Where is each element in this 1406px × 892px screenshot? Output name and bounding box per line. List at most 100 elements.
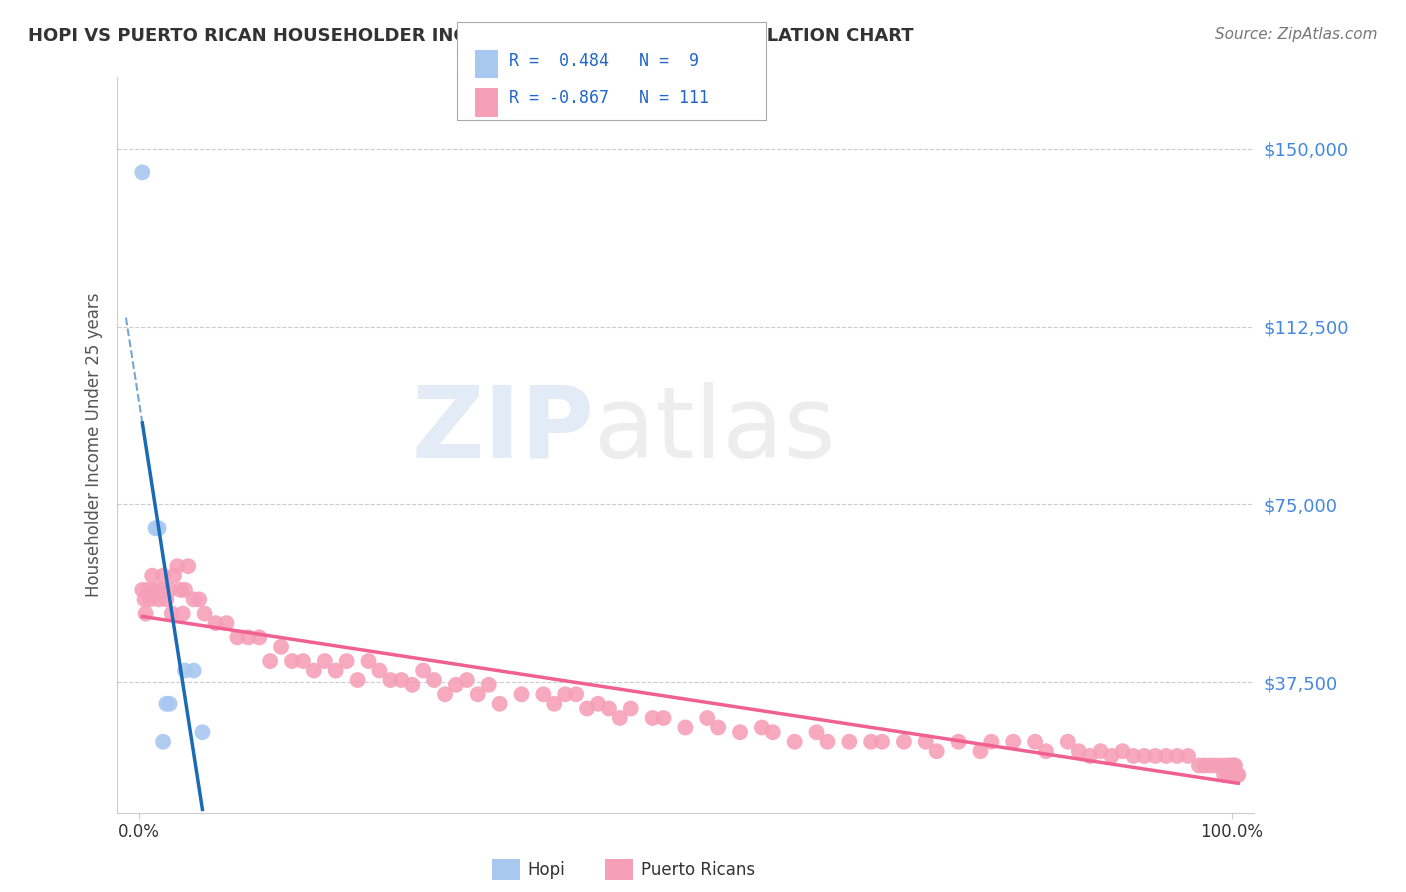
Point xyxy=(145,521,167,535)
Point xyxy=(1219,758,1241,772)
Point xyxy=(177,559,200,574)
Point xyxy=(1111,744,1133,758)
Point xyxy=(149,582,172,597)
Point xyxy=(136,582,159,597)
Point xyxy=(488,697,510,711)
Point xyxy=(652,711,675,725)
Point xyxy=(1101,748,1123,763)
Point xyxy=(152,735,174,749)
Point xyxy=(238,631,260,645)
Point xyxy=(586,697,609,711)
Point xyxy=(380,673,402,687)
Point xyxy=(806,725,828,739)
Point xyxy=(174,582,197,597)
Point xyxy=(696,711,718,725)
Y-axis label: Householder Income Under 25 years: Householder Income Under 25 years xyxy=(86,293,103,598)
Point xyxy=(1024,735,1046,749)
Point xyxy=(1177,748,1199,763)
Point xyxy=(1227,768,1250,782)
Point xyxy=(467,687,489,701)
Point xyxy=(191,725,214,739)
Point xyxy=(510,687,533,701)
Point xyxy=(172,607,194,621)
Point xyxy=(1223,768,1246,782)
Point xyxy=(204,616,226,631)
Point xyxy=(1056,735,1078,749)
Point xyxy=(188,592,211,607)
Point xyxy=(531,687,554,701)
Text: Hopi: Hopi xyxy=(527,861,565,879)
Point xyxy=(707,721,730,735)
Point xyxy=(259,654,281,668)
Point xyxy=(1133,748,1156,763)
Point xyxy=(456,673,478,687)
Text: Puerto Ricans: Puerto Ricans xyxy=(641,861,755,879)
Text: ZIP: ZIP xyxy=(412,382,595,479)
Point xyxy=(914,735,936,749)
Point xyxy=(183,592,205,607)
Point xyxy=(155,697,177,711)
Point xyxy=(762,725,785,739)
Point xyxy=(751,721,773,735)
Point xyxy=(155,592,177,607)
Point xyxy=(1166,748,1188,763)
Point xyxy=(1225,768,1247,782)
Point xyxy=(1204,758,1226,772)
Point xyxy=(554,687,576,701)
Point xyxy=(134,592,156,607)
Point xyxy=(247,631,270,645)
Point xyxy=(270,640,292,654)
Point xyxy=(434,687,457,701)
Point xyxy=(1078,748,1101,763)
Point xyxy=(1002,735,1025,749)
Point xyxy=(163,568,186,582)
Point xyxy=(893,735,915,749)
Point xyxy=(281,654,304,668)
Text: R = -0.867   N = 111: R = -0.867 N = 111 xyxy=(509,89,709,107)
Point xyxy=(543,697,565,711)
Point xyxy=(598,701,620,715)
Point xyxy=(1219,768,1241,782)
Point xyxy=(1199,758,1222,772)
Point xyxy=(145,582,167,597)
Point xyxy=(159,582,181,597)
Point xyxy=(838,735,860,749)
Point xyxy=(817,735,839,749)
Point xyxy=(160,607,183,621)
Point xyxy=(444,678,467,692)
Point xyxy=(141,568,163,582)
Point xyxy=(169,582,191,597)
Point xyxy=(925,744,948,758)
Point xyxy=(152,568,174,582)
Point xyxy=(194,607,217,621)
Point xyxy=(131,582,153,597)
Point xyxy=(980,735,1002,749)
Point xyxy=(423,673,446,687)
Point xyxy=(620,701,643,715)
Point xyxy=(1188,758,1211,772)
Point xyxy=(1067,744,1090,758)
Point xyxy=(969,744,991,758)
Point xyxy=(1220,768,1243,782)
Text: Source: ZipAtlas.com: Source: ZipAtlas.com xyxy=(1215,27,1378,42)
Point xyxy=(139,592,162,607)
Point xyxy=(159,697,181,711)
Point xyxy=(478,678,501,692)
Point xyxy=(131,165,153,179)
Point xyxy=(1035,744,1057,758)
Point xyxy=(325,664,347,678)
Point xyxy=(174,664,197,678)
Point xyxy=(565,687,588,701)
Point xyxy=(346,673,368,687)
Point xyxy=(135,607,157,621)
Point xyxy=(1090,744,1112,758)
Point xyxy=(1226,768,1249,782)
Point xyxy=(291,654,314,668)
Point xyxy=(357,654,380,668)
Point xyxy=(728,725,751,739)
Point xyxy=(1218,768,1240,782)
Point xyxy=(148,521,170,535)
Point xyxy=(1215,758,1237,772)
Point xyxy=(1222,758,1244,772)
Point xyxy=(226,631,249,645)
